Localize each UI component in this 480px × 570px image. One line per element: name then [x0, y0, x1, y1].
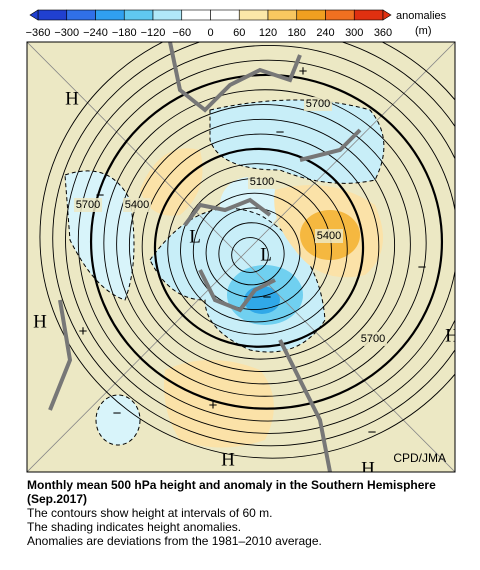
anomaly-area	[164, 360, 274, 448]
colorbar-segment	[210, 9, 240, 21]
colorbar-tick-label: 300	[345, 27, 363, 39]
contour-label-bg	[304, 97, 332, 111]
colorbar-tick-label: −120	[141, 27, 166, 39]
anomaly-area	[95, 394, 141, 446]
pressure-center: H	[361, 458, 375, 476]
anomaly-sign: +	[79, 323, 88, 340]
coastline	[48, 128, 362, 472]
contour-label-bg	[74, 198, 102, 212]
coastline	[168, 42, 302, 113]
contour-label: 5400	[317, 230, 341, 242]
colorbar-tick-label: 120	[259, 27, 277, 39]
meridian	[27, 42, 455, 472]
colorbar-segment	[152, 9, 183, 21]
map-layer	[27, 42, 455, 472]
anomaly-sign: −	[368, 424, 377, 441]
contour	[52, 42, 455, 447]
contour-label-bg	[315, 229, 343, 243]
pressure-center: H	[65, 88, 79, 109]
credit: CPD/JMA	[393, 451, 446, 465]
pressure-center: L	[189, 226, 201, 247]
colorbar-segment	[181, 9, 211, 21]
anomaly-sign: −	[96, 187, 105, 204]
contour	[192, 192, 317, 311]
colorbar-unit: (m)	[415, 25, 432, 37]
contour	[128, 118, 396, 372]
colorbar-tick-label: 240	[316, 27, 334, 39]
contours	[39, 42, 455, 459]
anomaly-sign: −	[276, 124, 285, 141]
contour-label-bg	[359, 332, 387, 346]
pressure-center: H	[221, 449, 235, 470]
colorbar-segment	[238, 9, 269, 21]
contour	[77, 59, 455, 422]
contour	[205, 207, 301, 298]
colorbar-tick-label: −240	[83, 27, 108, 39]
anomaly-sign: +	[209, 397, 218, 414]
contour	[231, 237, 269, 273]
contour-label: 5400	[125, 199, 149, 211]
anomaly-sign: −	[113, 405, 122, 422]
contour	[103, 89, 427, 397]
anomaly-sign: −	[418, 259, 427, 276]
contour-label: 5700	[306, 98, 330, 110]
figure: −360 −300 −240 −180 −120 −60 0 60 120 180 240 300 36…	[26, 9, 459, 476]
contour	[153, 147, 365, 348]
colorbar-tick-label: 0	[207, 27, 213, 39]
contour	[218, 222, 285, 286]
contour-label-bg	[123, 198, 151, 212]
anomaly-sign: +	[299, 63, 308, 80]
pressure-center: L	[260, 244, 272, 265]
pressure-center: H	[33, 311, 47, 332]
anomaly-area	[209, 99, 385, 184]
contour	[39, 42, 455, 459]
contour	[167, 163, 348, 335]
contour-label: 5700	[361, 333, 385, 345]
colorbar-segment	[267, 9, 298, 21]
colorbar-tick-label: −60	[172, 27, 191, 39]
contour-label: 5100	[250, 176, 274, 188]
contour	[141, 133, 380, 360]
colorbar-segment	[95, 9, 125, 21]
contour-label: 5700	[76, 199, 100, 211]
anomaly-area	[140, 148, 203, 216]
colorbar-segment	[353, 9, 384, 21]
contour	[89, 73, 444, 410]
caption-line: The shading indicates height anomalies.	[27, 520, 242, 534]
colorbar-tick-label: 60	[233, 27, 245, 39]
colorbar-arrow	[29, 9, 39, 21]
map-frame	[26, 41, 456, 473]
colorbar-tick-label: −180	[112, 27, 137, 39]
colorbar-segment	[123, 9, 154, 21]
caption-title: Monthly mean 500 hPa height and anomaly …	[27, 478, 436, 506]
colorbar-arrow	[382, 9, 392, 21]
colorbar-segment	[296, 9, 326, 21]
contour	[65, 45, 455, 434]
colorbar-segment	[66, 9, 96, 21]
caption-line: The contours show height at intervals of…	[27, 506, 273, 520]
anomaly-sign: −	[263, 289, 272, 306]
caption: Monthly mean 500 hPa height and anomaly …	[27, 478, 467, 548]
contour-label-bg	[248, 175, 276, 189]
caption-line: Anomalies are deviations from the 1981–2…	[27, 534, 322, 548]
pressure-center: H	[445, 325, 459, 346]
colorbar-tick-label: −360	[26, 27, 51, 39]
colorbar-tick-label: −300	[54, 27, 79, 39]
contour	[116, 104, 411, 385]
colorbar-segment	[325, 9, 355, 21]
colorbar-tick-label: 180	[288, 27, 306, 39]
colorbar-tick-label: 360	[374, 27, 392, 39]
colorbar-title: anomalies	[396, 10, 447, 22]
colorbar-segment	[37, 9, 68, 21]
